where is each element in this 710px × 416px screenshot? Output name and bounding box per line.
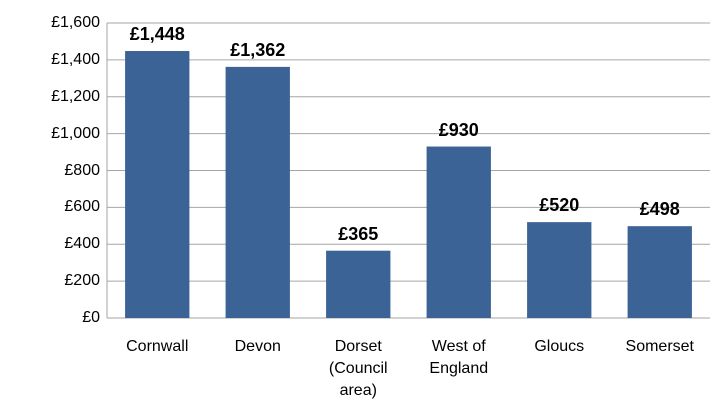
y-tick-label: £1,400 [51, 50, 100, 68]
y-tick-label: £1,000 [51, 124, 100, 142]
y-tick-label: £600 [64, 198, 100, 216]
x-tick-label: Somerset [625, 338, 694, 355]
x-tick-label: Cornwall [126, 338, 189, 355]
value-label: £365 [338, 223, 379, 244]
value-label: £1,362 [230, 39, 286, 60]
value-label: £498 [639, 199, 680, 220]
value-label: £1,448 [129, 24, 185, 45]
y-tick-label: £1,200 [51, 87, 100, 105]
bar [225, 66, 290, 318]
bar [527, 222, 592, 318]
x-tick-label: Devon [234, 338, 281, 355]
x-tick-label: Gloucs [534, 338, 585, 355]
y-tick-label: £200 [64, 272, 100, 290]
bar [125, 51, 190, 319]
y-tick-label: £0 [82, 309, 100, 326]
y-tick-label: £800 [64, 161, 100, 179]
y-tick-label: £400 [64, 235, 100, 253]
value-label: £520 [539, 195, 580, 216]
bar [326, 250, 391, 318]
bar [426, 146, 491, 318]
x-tick-label: West of England [429, 338, 489, 377]
x-tick-label: Dorset (Council area) [328, 338, 388, 399]
bar [627, 226, 692, 318]
value-label: £930 [438, 119, 479, 140]
y-tick-label: £1,600 [51, 14, 100, 31]
